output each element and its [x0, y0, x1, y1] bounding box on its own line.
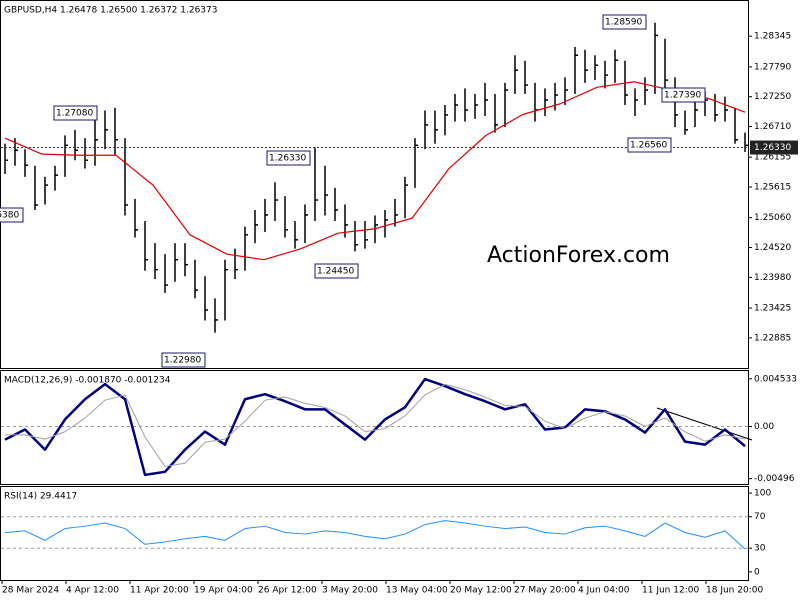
annotation-box: [53, 105, 98, 121]
x-tick-label: 19 Apr 04:00: [194, 586, 253, 596]
indicator-line: [4, 377, 746, 477]
y-tick-label: 1.25615: [754, 183, 791, 193]
y-tick-label: 0.004533: [754, 374, 797, 384]
annotation: 1.24450: [317, 267, 354, 277]
y-tick-label: 1.27790: [754, 62, 791, 72]
x-tick-label: 3 May 20:00: [322, 586, 378, 596]
price-title: GBPUSD,H4 1.26478 1.26500 1.26372 1.2637…: [4, 6, 217, 16]
annotation-box: [0, 207, 24, 223]
y-tick-label: 1.25060: [754, 213, 791, 223]
y-tick-label: 1.22885: [754, 333, 791, 343]
annotation: 1.27390: [664, 91, 701, 101]
y-tick-label: 1.26155: [754, 153, 791, 163]
y-tick-label: 1.24520: [754, 243, 791, 253]
x-tick-label: 13 May 04:00: [386, 586, 448, 596]
rsi-title: RSI(14) 29.4417: [4, 492, 77, 502]
annotation: 1.22980: [164, 356, 201, 366]
annotation-box: [314, 263, 359, 279]
y-tick-label: 1.26710: [754, 122, 791, 132]
x-tick-label: 18 Jun 20:00: [706, 586, 763, 596]
y-tick-label: 30: [754, 544, 766, 554]
x-tick-label: 20 May 12:00: [450, 586, 512, 596]
last-price-box: [750, 140, 798, 155]
annotation: 1.28590: [605, 18, 642, 28]
moving-average: [4, 81, 746, 261]
indicator-line: [4, 520, 746, 550]
annotation: 1.26330: [269, 154, 306, 164]
y-tick-label: 1.27250: [754, 92, 791, 102]
macd-title: MACD(12,26,9) -0.001870 -0.001234: [4, 376, 171, 386]
annotation: 1.25380: [0, 211, 19, 221]
annotation-box: [266, 150, 311, 166]
annotation-box: [627, 137, 672, 153]
y-tick-label: 1.28345: [754, 32, 791, 42]
annotation: 1.27080: [56, 109, 93, 119]
y-tick-label: 100: [754, 489, 771, 499]
y-tick-label: 0.00: [754, 422, 774, 432]
x-tick-label: 4 Jun 04:00: [578, 586, 630, 596]
x-tick-label: 28 Mar 2024: [2, 586, 59, 596]
annotation-box: [661, 87, 706, 103]
y-tick-label: 1.23425: [754, 304, 791, 314]
annotation-box: [602, 14, 647, 30]
x-tick-label: 27 May 20:00: [514, 586, 576, 596]
price-panel: [0, 0, 749, 369]
y-tick-label: 0: [754, 567, 760, 577]
x-tick-label: 11 Jun 12:00: [642, 586, 699, 596]
y-tick-label: -0.00496: [754, 474, 795, 484]
rsi-panel: [0, 486, 749, 581]
indicator-line: [5, 383, 746, 467]
trend-line: [656, 407, 753, 441]
y-tick-label: 1.23980: [754, 273, 791, 283]
x-tick-label: 11 Apr 20:00: [130, 586, 189, 596]
annotation-box: [161, 352, 206, 368]
x-tick-label: 26 Apr 12:00: [258, 586, 317, 596]
annotation: 1.26560: [630, 141, 667, 151]
x-tick-label: 4 Apr 12:00: [66, 586, 119, 596]
last-price-label: 1.26330: [754, 143, 791, 153]
macd-panel: [0, 370, 749, 485]
y-tick-label: 70: [754, 512, 766, 522]
watermark: ActionForex.com: [487, 243, 670, 268]
